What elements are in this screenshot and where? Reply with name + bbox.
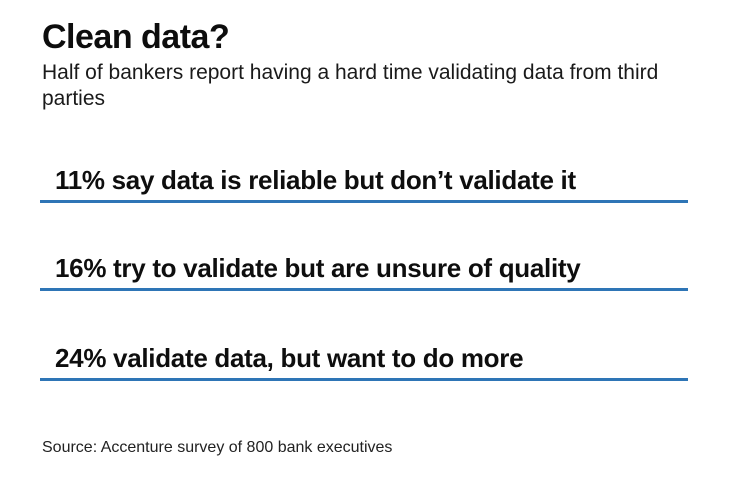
page-subtitle: Half of bankers report having a hard tim… (42, 61, 659, 110)
source-note: Source: Accenture survey of 800 bank exe… (42, 439, 393, 456)
stat-label: 24% validate data, but want to do more (55, 343, 524, 373)
stat-row-11pct: 11% say data is reliable but don’t valid… (40, 165, 688, 203)
page-title: Clean data? (42, 18, 230, 56)
stat-label: 11% say data is reliable but don’t valid… (55, 165, 576, 195)
stat-row-16pct: 16% try to validate but are unsure of qu… (40, 253, 688, 291)
stat-row-24pct: 24% validate data, but want to do more (40, 343, 688, 381)
stat-label: 16% try to validate but are unsure of qu… (55, 253, 581, 283)
